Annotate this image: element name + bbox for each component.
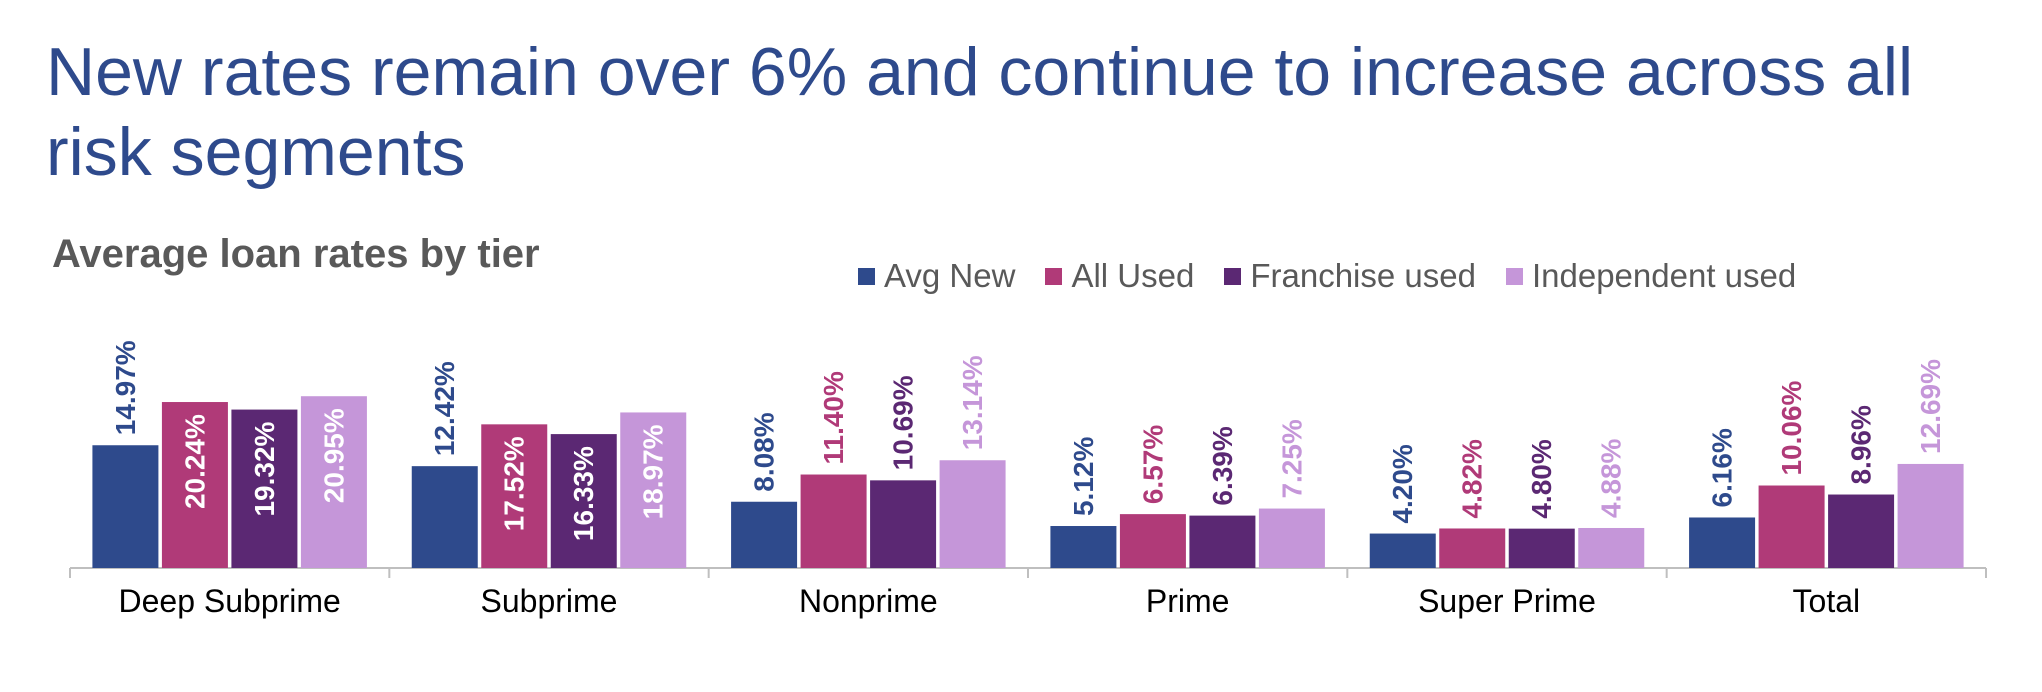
legend-item-franchise-used: Franchise used <box>1224 257 1476 295</box>
category-label-deep-subprime: Deep Subprime <box>118 583 340 619</box>
data-label-franchise-used-total: 8.96% <box>1846 405 1877 484</box>
data-label-franchise-used-nonprime: 10.69% <box>888 375 919 470</box>
category-label-prime: Prime <box>1146 583 1230 619</box>
data-label-all-used-total: 10.06% <box>1776 380 1807 475</box>
data-label-all-used-super-prime: 4.82% <box>1457 439 1488 518</box>
data-label-independent-used-subprime: 18.97% <box>638 424 669 519</box>
bar-independent-used-super-prime <box>1578 527 1645 568</box>
data-label-all-used-subprime: 17.52% <box>499 436 530 531</box>
slide-title: New rates remain over 6% and continue to… <box>46 34 1914 190</box>
data-label-all-used-prime: 6.57% <box>1137 425 1168 504</box>
data-label-avg-new-total: 6.16% <box>1707 428 1738 507</box>
data-label-independent-used-nonprime: 13.14% <box>957 355 988 450</box>
data-label-independent-used-prime: 7.25% <box>1276 419 1307 498</box>
bar-avg-new-super-prime <box>1369 533 1436 568</box>
category-label-super-prime: Super Prime <box>1418 583 1596 619</box>
bar-avg-new-nonprime <box>731 501 798 568</box>
category-label-subprime: Subprime <box>481 583 618 619</box>
data-label-avg-new-deep-subprime: 14.97% <box>110 340 141 435</box>
category-label-nonprime: Nonprime <box>799 583 938 619</box>
data-label-independent-used-total: 12.69% <box>1915 359 1946 454</box>
data-label-all-used-deep-subprime: 20.24% <box>179 414 210 509</box>
bar-franchise-used-nonprime <box>870 480 937 568</box>
data-label-avg-new-super-prime: 4.20% <box>1387 444 1418 523</box>
bar-avg-new-subprime <box>411 466 478 568</box>
bar-all-used-deep-subprime <box>161 402 228 568</box>
category-label-total: Total <box>1793 583 1861 619</box>
data-label-avg-new-nonprime: 8.08% <box>749 412 780 491</box>
bar-independent-used-nonprime <box>939 460 1006 568</box>
data-label-independent-used-deep-subprime: 20.95% <box>318 408 349 503</box>
legend-swatch-avg-new <box>858 267 875 285</box>
bar-independent-used-prime <box>1258 508 1325 568</box>
legend-swatch-all-used <box>1045 267 1063 285</box>
bar-independent-used-total <box>1897 463 1964 568</box>
data-label-franchise-used-deep-subprime: 19.32% <box>249 421 280 516</box>
legend-swatch-franchise-used <box>1224 267 1242 285</box>
data-label-independent-used-super-prime: 4.88% <box>1596 438 1627 517</box>
legend-item-avg-new: Avg New <box>858 257 1015 295</box>
bar-all-used-super-prime <box>1439 528 1506 568</box>
data-label-franchise-used-subprime: 16.33% <box>568 446 599 541</box>
legend-label-franchise-used: Franchise used <box>1250 257 1476 294</box>
legend-item-independent-used: Independent used <box>1505 257 1797 295</box>
data-label-avg-new-prime: 5.12% <box>1068 437 1099 516</box>
legend-swatch-independent-used <box>1505 267 1523 285</box>
legend-label-all-used: All Used <box>1071 257 1195 294</box>
data-label-avg-new-subprime: 12.42% <box>429 361 460 456</box>
legend-label-avg-new: Avg New <box>884 257 1016 294</box>
bar-franchise-used-super-prime <box>1508 528 1575 568</box>
bar-all-used-nonprime <box>800 474 867 568</box>
chart-title: Average loan rates by tier <box>52 232 540 276</box>
bar-franchise-used-subprime <box>550 434 617 568</box>
bar-franchise-used-total <box>1828 494 1895 568</box>
bar-avg-new-prime <box>1050 526 1117 568</box>
chart-legend: Avg New All Used Franchise used Independ… <box>858 252 1796 300</box>
data-label-franchise-used-super-prime: 4.80% <box>1526 439 1557 518</box>
bar-independent-used-deep-subprime <box>300 396 367 568</box>
bar-all-used-subprime <box>481 424 548 568</box>
bar-avg-new-deep-subprime <box>92 445 159 568</box>
legend-item-all-used: All Used <box>1045 257 1194 295</box>
bar-avg-new-total <box>1689 517 1756 568</box>
bar-franchise-used-deep-subprime <box>231 409 298 568</box>
bar-franchise-used-prime <box>1189 515 1256 568</box>
bar-all-used-total <box>1758 485 1825 568</box>
legend-label-independent-used: Independent used <box>1531 257 1797 294</box>
bar-independent-used-subprime <box>620 412 687 568</box>
data-label-all-used-nonprime: 11.40% <box>818 371 849 465</box>
bar-all-used-prime <box>1119 514 1186 568</box>
data-label-franchise-used-prime: 6.39% <box>1207 426 1238 505</box>
